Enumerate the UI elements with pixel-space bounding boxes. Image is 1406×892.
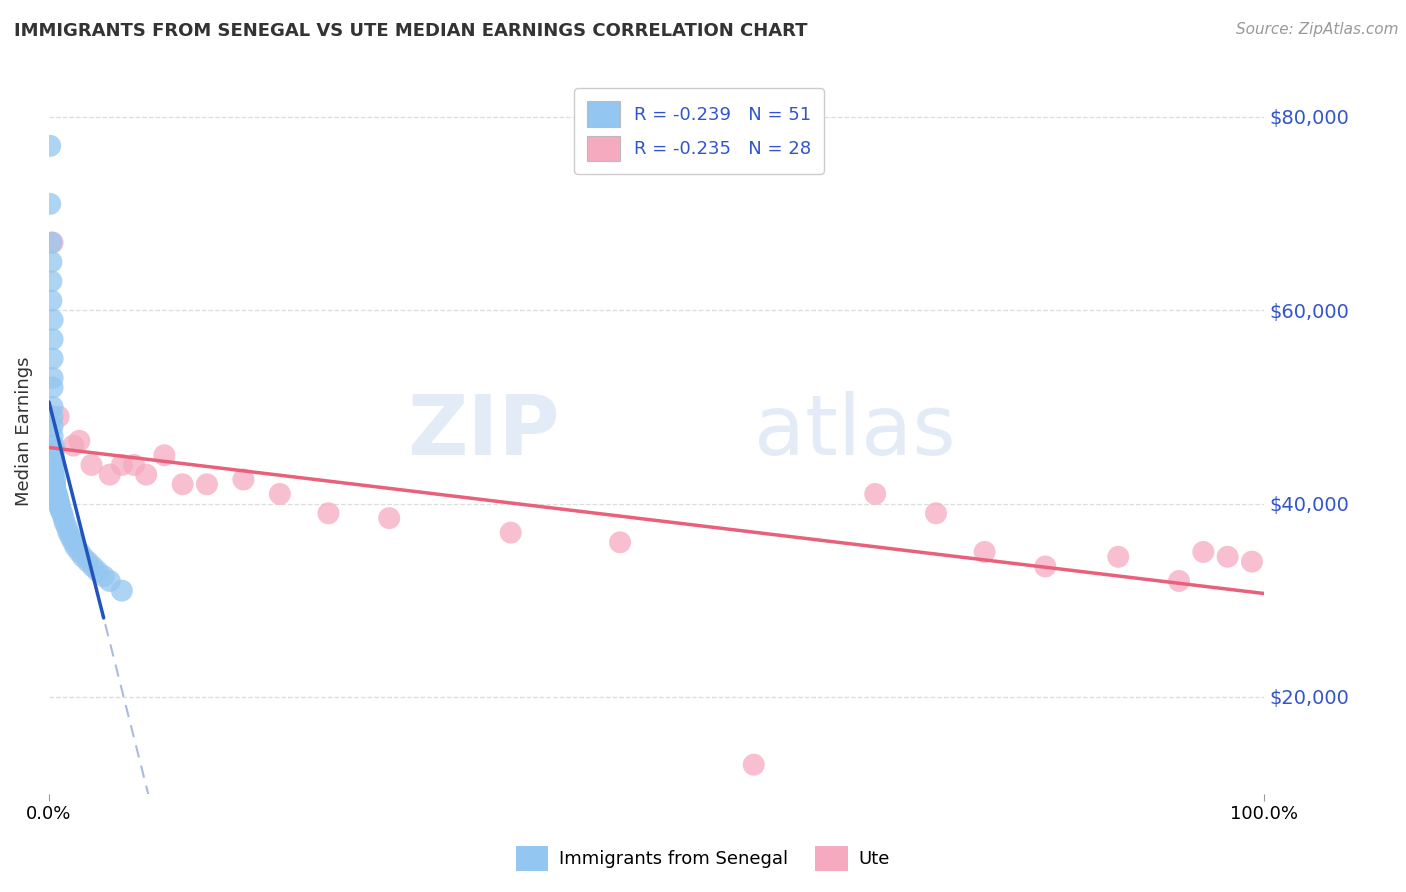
Text: IMMIGRANTS FROM SENEGAL VS UTE MEDIAN EARNINGS CORRELATION CHART: IMMIGRANTS FROM SENEGAL VS UTE MEDIAN EA… [14,22,807,40]
Point [45,487,67,501]
Point [925,506,948,520]
Point [122,458,145,472]
Point [973,545,995,559]
Point [172,477,194,491]
Point [41,409,63,424]
Point [318,506,340,520]
Point [41,400,63,414]
Point [41,274,63,288]
Point [1192,545,1215,559]
Point [48,497,70,511]
Point [41,429,63,443]
Point [135,467,157,482]
Point [41,235,63,250]
Point [59,531,82,545]
Point [98,574,121,588]
Point [1168,574,1191,588]
Point [44,477,66,491]
Point [742,757,765,772]
Point [93,569,115,583]
Point [49,504,72,518]
Point [42,448,65,462]
Point [86,564,108,578]
Point [44,482,66,496]
Point [62,535,84,549]
Point [41,381,63,395]
Point [41,351,63,366]
Point [378,511,401,525]
Point [1240,555,1263,569]
Text: Source: ZipAtlas.com: Source: ZipAtlas.com [1236,22,1399,37]
Point [42,453,65,467]
Text: atlas: atlas [754,391,956,472]
Point [80,458,103,472]
Point [44,472,66,486]
Point [153,448,176,462]
Point [48,409,70,424]
Point [232,472,254,486]
Point [67,545,90,559]
Point [41,235,63,250]
Point [195,477,218,491]
Point [111,583,134,598]
Point [56,521,79,535]
Point [53,516,76,530]
Text: ZIP: ZIP [406,391,560,472]
Point [42,439,65,453]
Point [39,139,62,153]
Point [41,255,63,269]
Point [41,371,63,385]
Point [51,506,73,520]
Point [499,525,522,540]
Point [98,467,121,482]
Point [49,501,72,516]
Point [269,487,291,501]
Point [46,489,69,503]
Point [1216,549,1239,564]
Legend: R = -0.239   N = 51, R = -0.235   N = 28: R = -0.239 N = 51, R = -0.235 N = 28 [575,88,824,174]
Point [76,555,98,569]
Point [865,487,887,501]
Point [42,467,65,482]
Point [42,443,65,458]
Point [45,485,67,500]
Point [52,511,75,525]
Point [65,540,87,554]
Point [41,293,63,308]
Point [42,463,65,477]
Point [82,559,104,574]
Point [41,332,63,346]
Y-axis label: Median Earnings: Median Earnings [15,356,32,506]
Point [41,313,63,327]
Point [39,197,62,211]
Point [58,525,80,540]
Point [1107,549,1129,564]
Point [67,434,90,448]
Point [62,439,84,453]
Point [1035,559,1057,574]
Point [72,549,94,564]
Point [42,458,65,472]
Point [48,493,70,508]
Point [609,535,631,549]
Point [111,458,134,472]
Point [44,479,66,493]
Point [49,499,72,513]
Point [46,491,69,506]
Point [41,419,63,434]
Legend: Immigrants from Senegal, Ute: Immigrants from Senegal, Ute [509,838,897,879]
